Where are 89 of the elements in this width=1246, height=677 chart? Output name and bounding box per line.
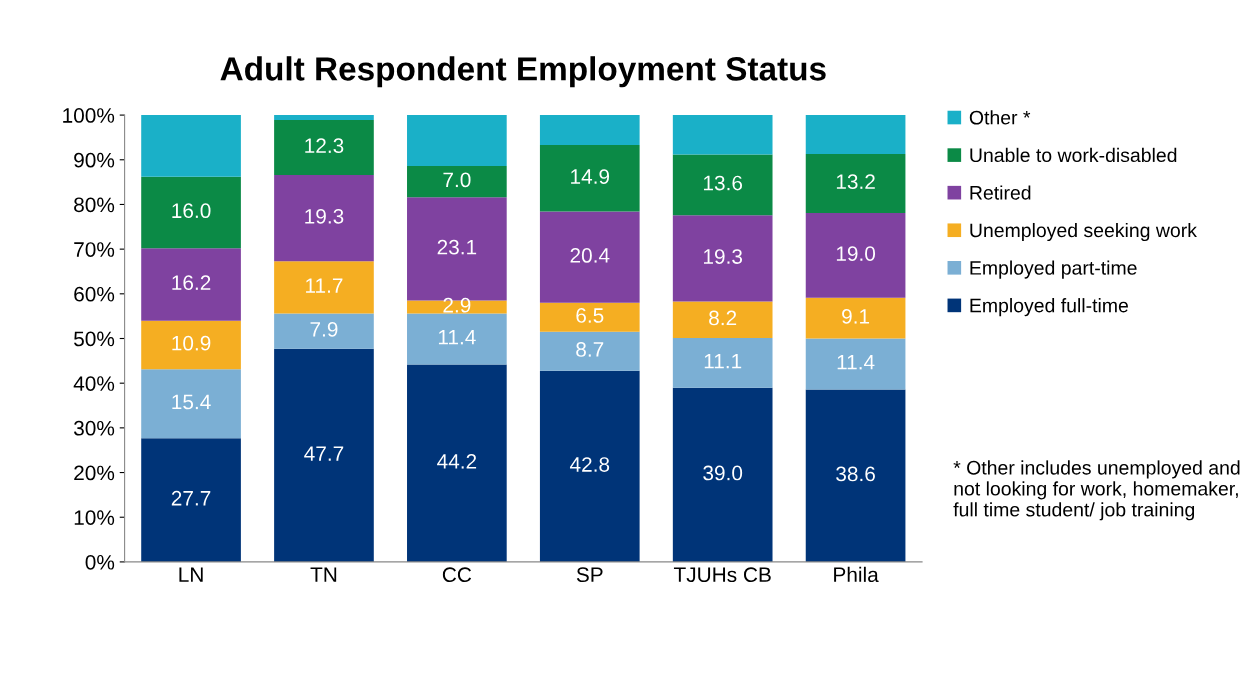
data-label: 15.4 [172,394,211,410]
data-label: 7.0 [443,172,471,188]
data-label: 9.1 [842,309,870,324]
bar [672,301,773,339]
data-label: 38.6 [836,466,875,482]
data-label: 11.1 [704,353,742,369]
bar [141,248,241,321]
legend-label: Employed full-time [970,298,1128,317]
data-label: 8.7 [576,342,604,357]
bar [141,115,241,177]
bar [407,364,507,562]
chart-title: Adult Respondent Employment Status [220,56,826,88]
bar [805,389,906,562]
y-tick-label: 100% [63,108,115,123]
x-tick-label: TJUHs CB [673,567,771,583]
data-label: 13.2 [836,174,875,190]
bar [539,115,640,146]
y-tick-label: 10% [74,510,115,525]
x-tick-label: TN [310,567,337,582]
bar [805,297,906,339]
legend-label: Unable to work-disabled [970,147,1177,163]
y-tick-label: 60% [74,286,115,302]
data-label: 14.9 [571,169,610,184]
y-tick-label: 90% [74,152,115,168]
bar [407,166,507,198]
legend-label: Retired [970,185,1031,200]
bar [274,120,374,175]
bar [539,211,640,303]
x-tick-label: Phila [834,566,879,583]
bar [141,438,241,562]
bar [141,176,241,249]
bar [805,115,906,154]
data-label: 11.4 [837,355,875,370]
bar [805,338,906,390]
data-label: 20.4 [570,248,610,263]
y-tick-label: 30% [73,420,115,436]
bar [141,369,241,439]
data-label: 2.9 [443,297,471,313]
bar [274,174,374,262]
data-label: 10.9 [172,335,211,351]
bar [672,387,773,562]
data-label: 12.3 [305,138,344,154]
bar [672,338,773,388]
bar [274,348,374,562]
y-tick-label: 50% [74,331,115,347]
bar [805,212,906,298]
legend-label: Other * [969,110,1031,125]
bar [539,145,640,212]
data-label: 11.7 [306,278,343,293]
bar [274,115,374,121]
x-tick-label: SP [576,567,603,583]
data-label: 16.2 [172,275,211,291]
x-tick-label: CC [442,567,472,583]
bar [407,313,507,365]
bar [274,313,374,349]
data-label: 8.2 [709,310,737,326]
legend-label: Unemployed seeking work [970,222,1197,242]
y-tick-label: 40% [73,376,115,391]
bar [407,115,507,167]
data-label: 27.7 [171,490,211,506]
bar [141,320,241,370]
data-label: 19.0 [836,246,876,261]
x-tick-label: LN [179,567,203,582]
data-label: 19.3 [305,208,344,224]
data-label: 23.1 [437,239,477,255]
data-label: 16.0 [172,203,211,219]
data-label: 19.3 [704,249,743,264]
data-label: 13.6 [704,175,743,191]
data-label: 42.8 [569,457,610,472]
data-label: 47.7 [304,446,344,461]
bar [274,261,374,314]
bar [672,154,773,216]
y-tick-label: 0% [85,554,115,570]
bar [805,153,906,213]
bar [672,115,773,155]
data-label: 39.0 [703,465,743,481]
bar [539,331,640,371]
y-tick-label: 80% [74,197,115,213]
y-tick-label: 70% [74,242,115,257]
y-tick-label: 20% [74,465,115,481]
legend-label: Employed part-time [970,260,1137,279]
bar [672,215,773,302]
data-label: 6.5 [576,308,604,323]
bar [539,302,640,332]
data-label: 7.9 [310,321,338,337]
data-label: 44.2 [437,454,477,469]
data-label: 11.4 [438,330,476,345]
bar [539,370,640,562]
text: * Other includes unemployed and not looking for work, homemaker, full time student/ job training [953,460,1240,521]
